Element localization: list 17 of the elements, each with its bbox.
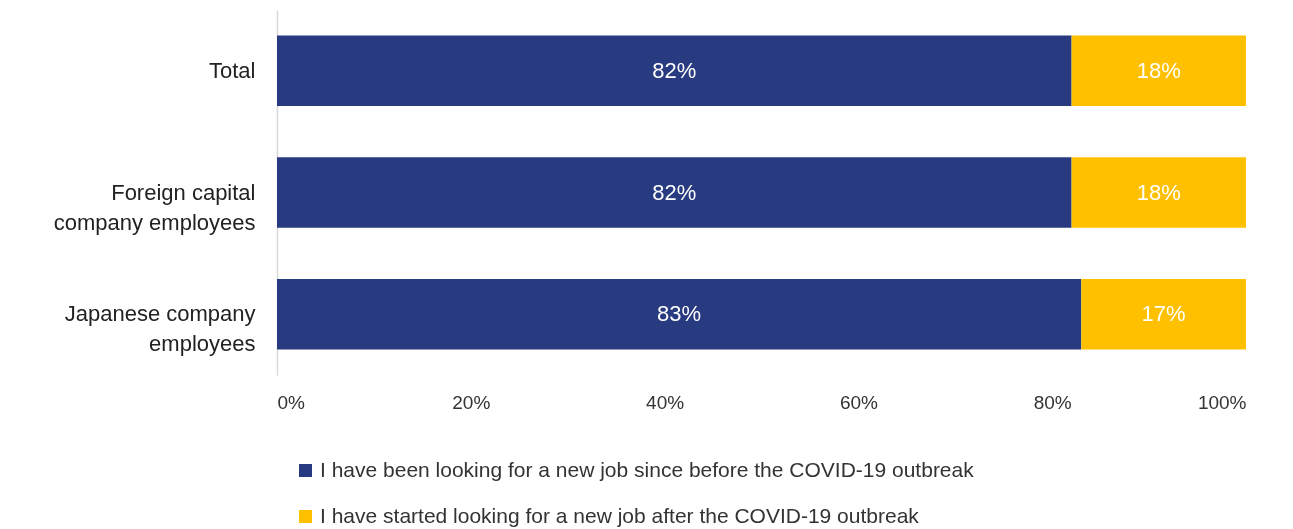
legend-label: I have been looking for a new job since before the COVID-19 outbreak bbox=[320, 457, 975, 481]
data-label: 17% bbox=[1141, 301, 1186, 327]
y-tick-label: Foreign capital company employees bbox=[53, 179, 256, 235]
data-label: 82% bbox=[652, 179, 697, 205]
x-tick-label: 20% bbox=[452, 391, 491, 413]
data-label: 83% bbox=[657, 301, 702, 327]
x-tick-label: 100% bbox=[1197, 391, 1247, 413]
x-tick-label: 80% bbox=[1033, 391, 1072, 413]
data-label: 18% bbox=[1136, 179, 1181, 205]
y-tick-label: Total bbox=[209, 57, 256, 83]
legend-label: I have started looking for a new job after the COVID-19 outbreak bbox=[320, 503, 920, 527]
data-label: 18% bbox=[1136, 57, 1181, 83]
x-tick-label: 60% bbox=[839, 391, 879, 413]
y-tick-label: Japanese company employees bbox=[64, 301, 256, 357]
data-label: 82% bbox=[652, 57, 697, 83]
x-tick-label: 0% bbox=[277, 391, 306, 413]
x-tick-label: 40% bbox=[646, 391, 685, 413]
